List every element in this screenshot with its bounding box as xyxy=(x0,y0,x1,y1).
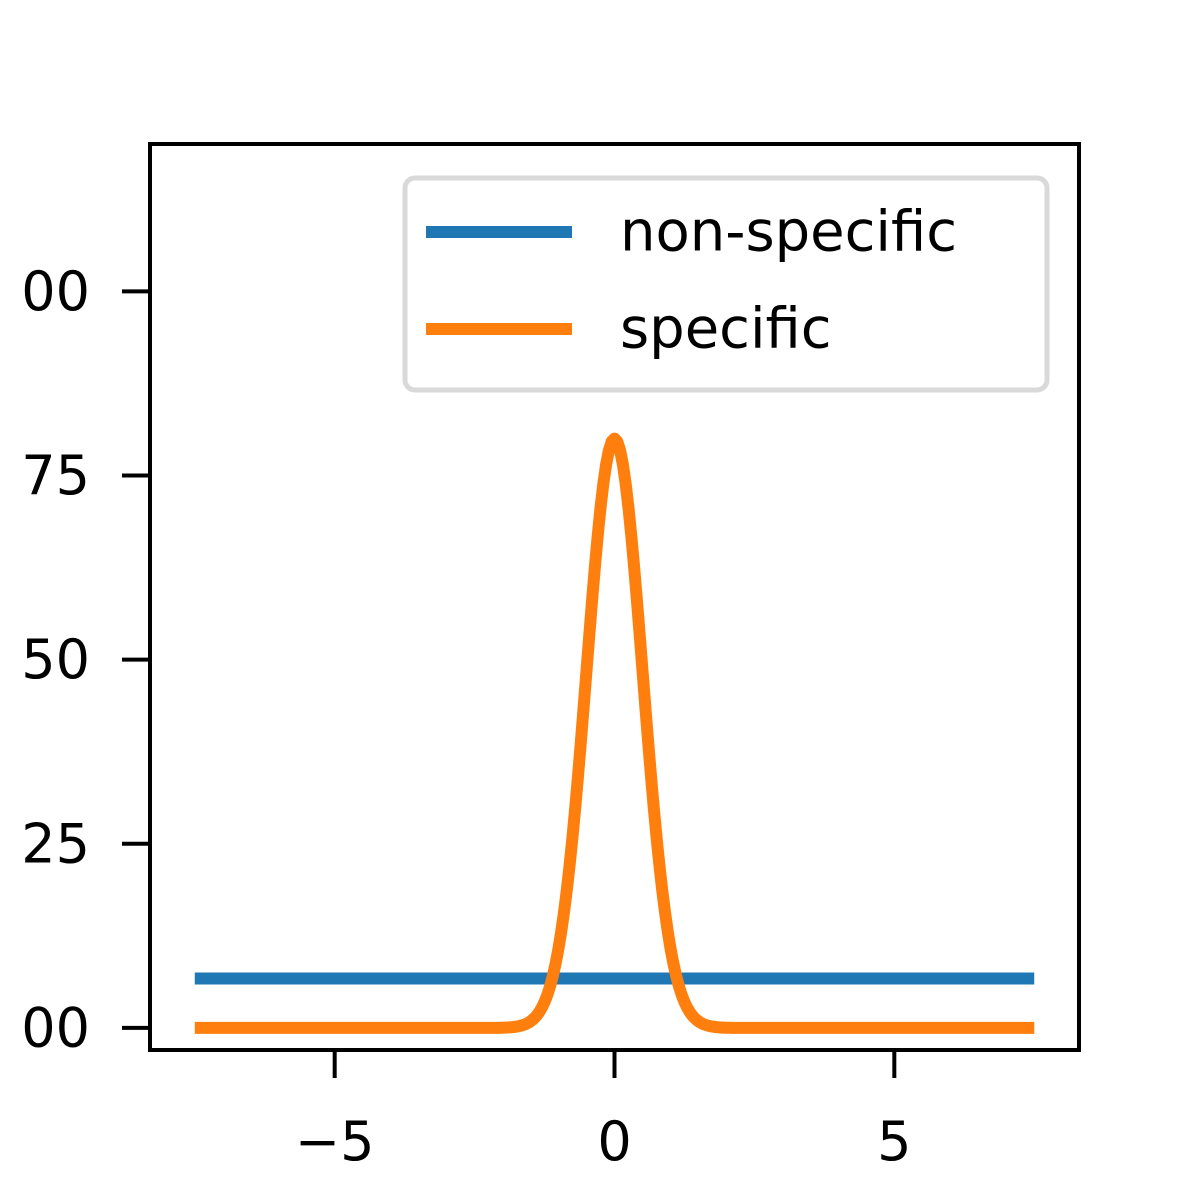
legend: non-specific specific xyxy=(402,175,1050,393)
y-tick-label-4: 00 xyxy=(21,260,90,323)
y-axis: 00 25 50 75 00 xyxy=(21,260,150,1059)
legend-label-non-specific: non-specific xyxy=(620,200,957,265)
x-axis: −5 0 5 xyxy=(295,1050,911,1173)
plot-marks xyxy=(191,432,1038,1034)
legend-label-specific: specific xyxy=(620,297,832,362)
series-line-specific xyxy=(191,432,1038,1034)
y-tick-label-2: 50 xyxy=(21,628,90,691)
x-tick-label-2: 5 xyxy=(877,1110,911,1173)
y-tick-label-0: 00 xyxy=(21,996,90,1059)
y-tick-label-3: 75 xyxy=(21,444,90,507)
y-tick-label-1: 25 xyxy=(21,812,90,875)
x-tick-label-1: 0 xyxy=(597,1110,631,1173)
x-tick-label-0: −5 xyxy=(295,1110,375,1173)
